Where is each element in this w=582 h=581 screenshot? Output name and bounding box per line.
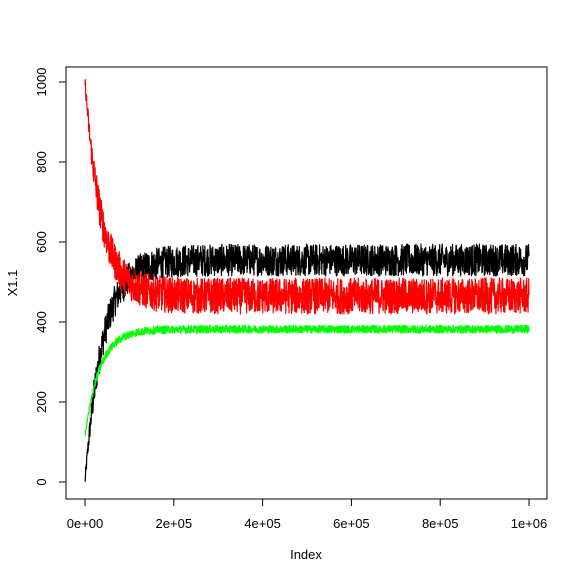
x-tick-label: 2e+05 — [156, 516, 193, 531]
y-tick-label: 600 — [34, 231, 49, 253]
x-tick-label: 4e+05 — [244, 516, 281, 531]
x-tick-label: 1e+06 — [511, 516, 548, 531]
series-line-1 — [84, 243, 530, 482]
x-axis-label: Index — [290, 547, 322, 562]
y-tick-label: 0 — [34, 478, 49, 485]
x-tick-label: 6e+05 — [333, 516, 370, 531]
series-layer — [84, 79, 530, 482]
y-tick-label: 200 — [34, 391, 49, 413]
series-line-2 — [84, 79, 530, 315]
y-axis-label: X1.1 — [5, 270, 20, 297]
y-tick-label: 1000 — [34, 68, 49, 97]
y-tick-label: 800 — [34, 151, 49, 173]
x-tick-label: 8e+05 — [422, 516, 459, 531]
x-tick-label: 0e+00 — [67, 516, 104, 531]
x-axis: 0e+00 2e+05 4e+05 6e+05 8e+05 1e+06 — [67, 498, 548, 531]
series-line-3 — [84, 324, 530, 437]
y-tick-label: 400 — [34, 311, 49, 333]
y-axis: 0 200 400 600 800 1000 — [34, 68, 67, 486]
